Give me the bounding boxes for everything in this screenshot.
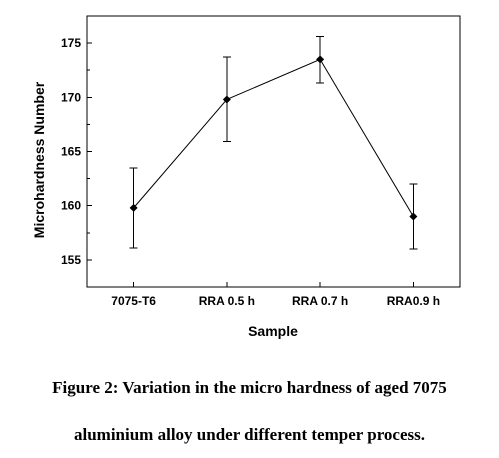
y-tick-label: 165 bbox=[61, 145, 81, 159]
data-series bbox=[129, 36, 418, 250]
x-tick-label: 7075-T6 bbox=[111, 294, 156, 308]
y-axis-title: Microhardness Number bbox=[31, 81, 47, 238]
figure-caption-line-2: aluminium alloy under different temper p… bbox=[73, 425, 425, 444]
plot-frame bbox=[86, 15, 461, 288]
chart: 155 160 165 170 175 7075-T6 RRA 0.5 h RRA 0.7 h… bbox=[31, 15, 461, 339]
data-point-marker bbox=[409, 212, 418, 221]
figure-caption-line-1: Figure 2: Variation in the micro hardnes… bbox=[52, 378, 447, 397]
x-tick-label: RRA 0.7 h bbox=[292, 294, 348, 308]
data-point-marker bbox=[222, 95, 231, 104]
y-tick-label: 155 bbox=[61, 253, 81, 267]
x-tick-label: RRA 0.5 h bbox=[199, 294, 255, 308]
x-tick-label: RRA0.9 h bbox=[387, 294, 440, 308]
y-tick-label: 175 bbox=[61, 36, 81, 50]
series-line bbox=[133, 58, 414, 217]
y-tick-label: 160 bbox=[61, 199, 81, 213]
data-point-marker bbox=[316, 55, 325, 64]
data-point-marker bbox=[129, 203, 138, 212]
axes: 155 160 165 170 175 7075-T6 RRA 0.5 h RRA 0.7 h… bbox=[61, 15, 461, 308]
y-tick-label: 170 bbox=[61, 90, 81, 104]
x-axis-title: Sample bbox=[248, 323, 298, 339]
